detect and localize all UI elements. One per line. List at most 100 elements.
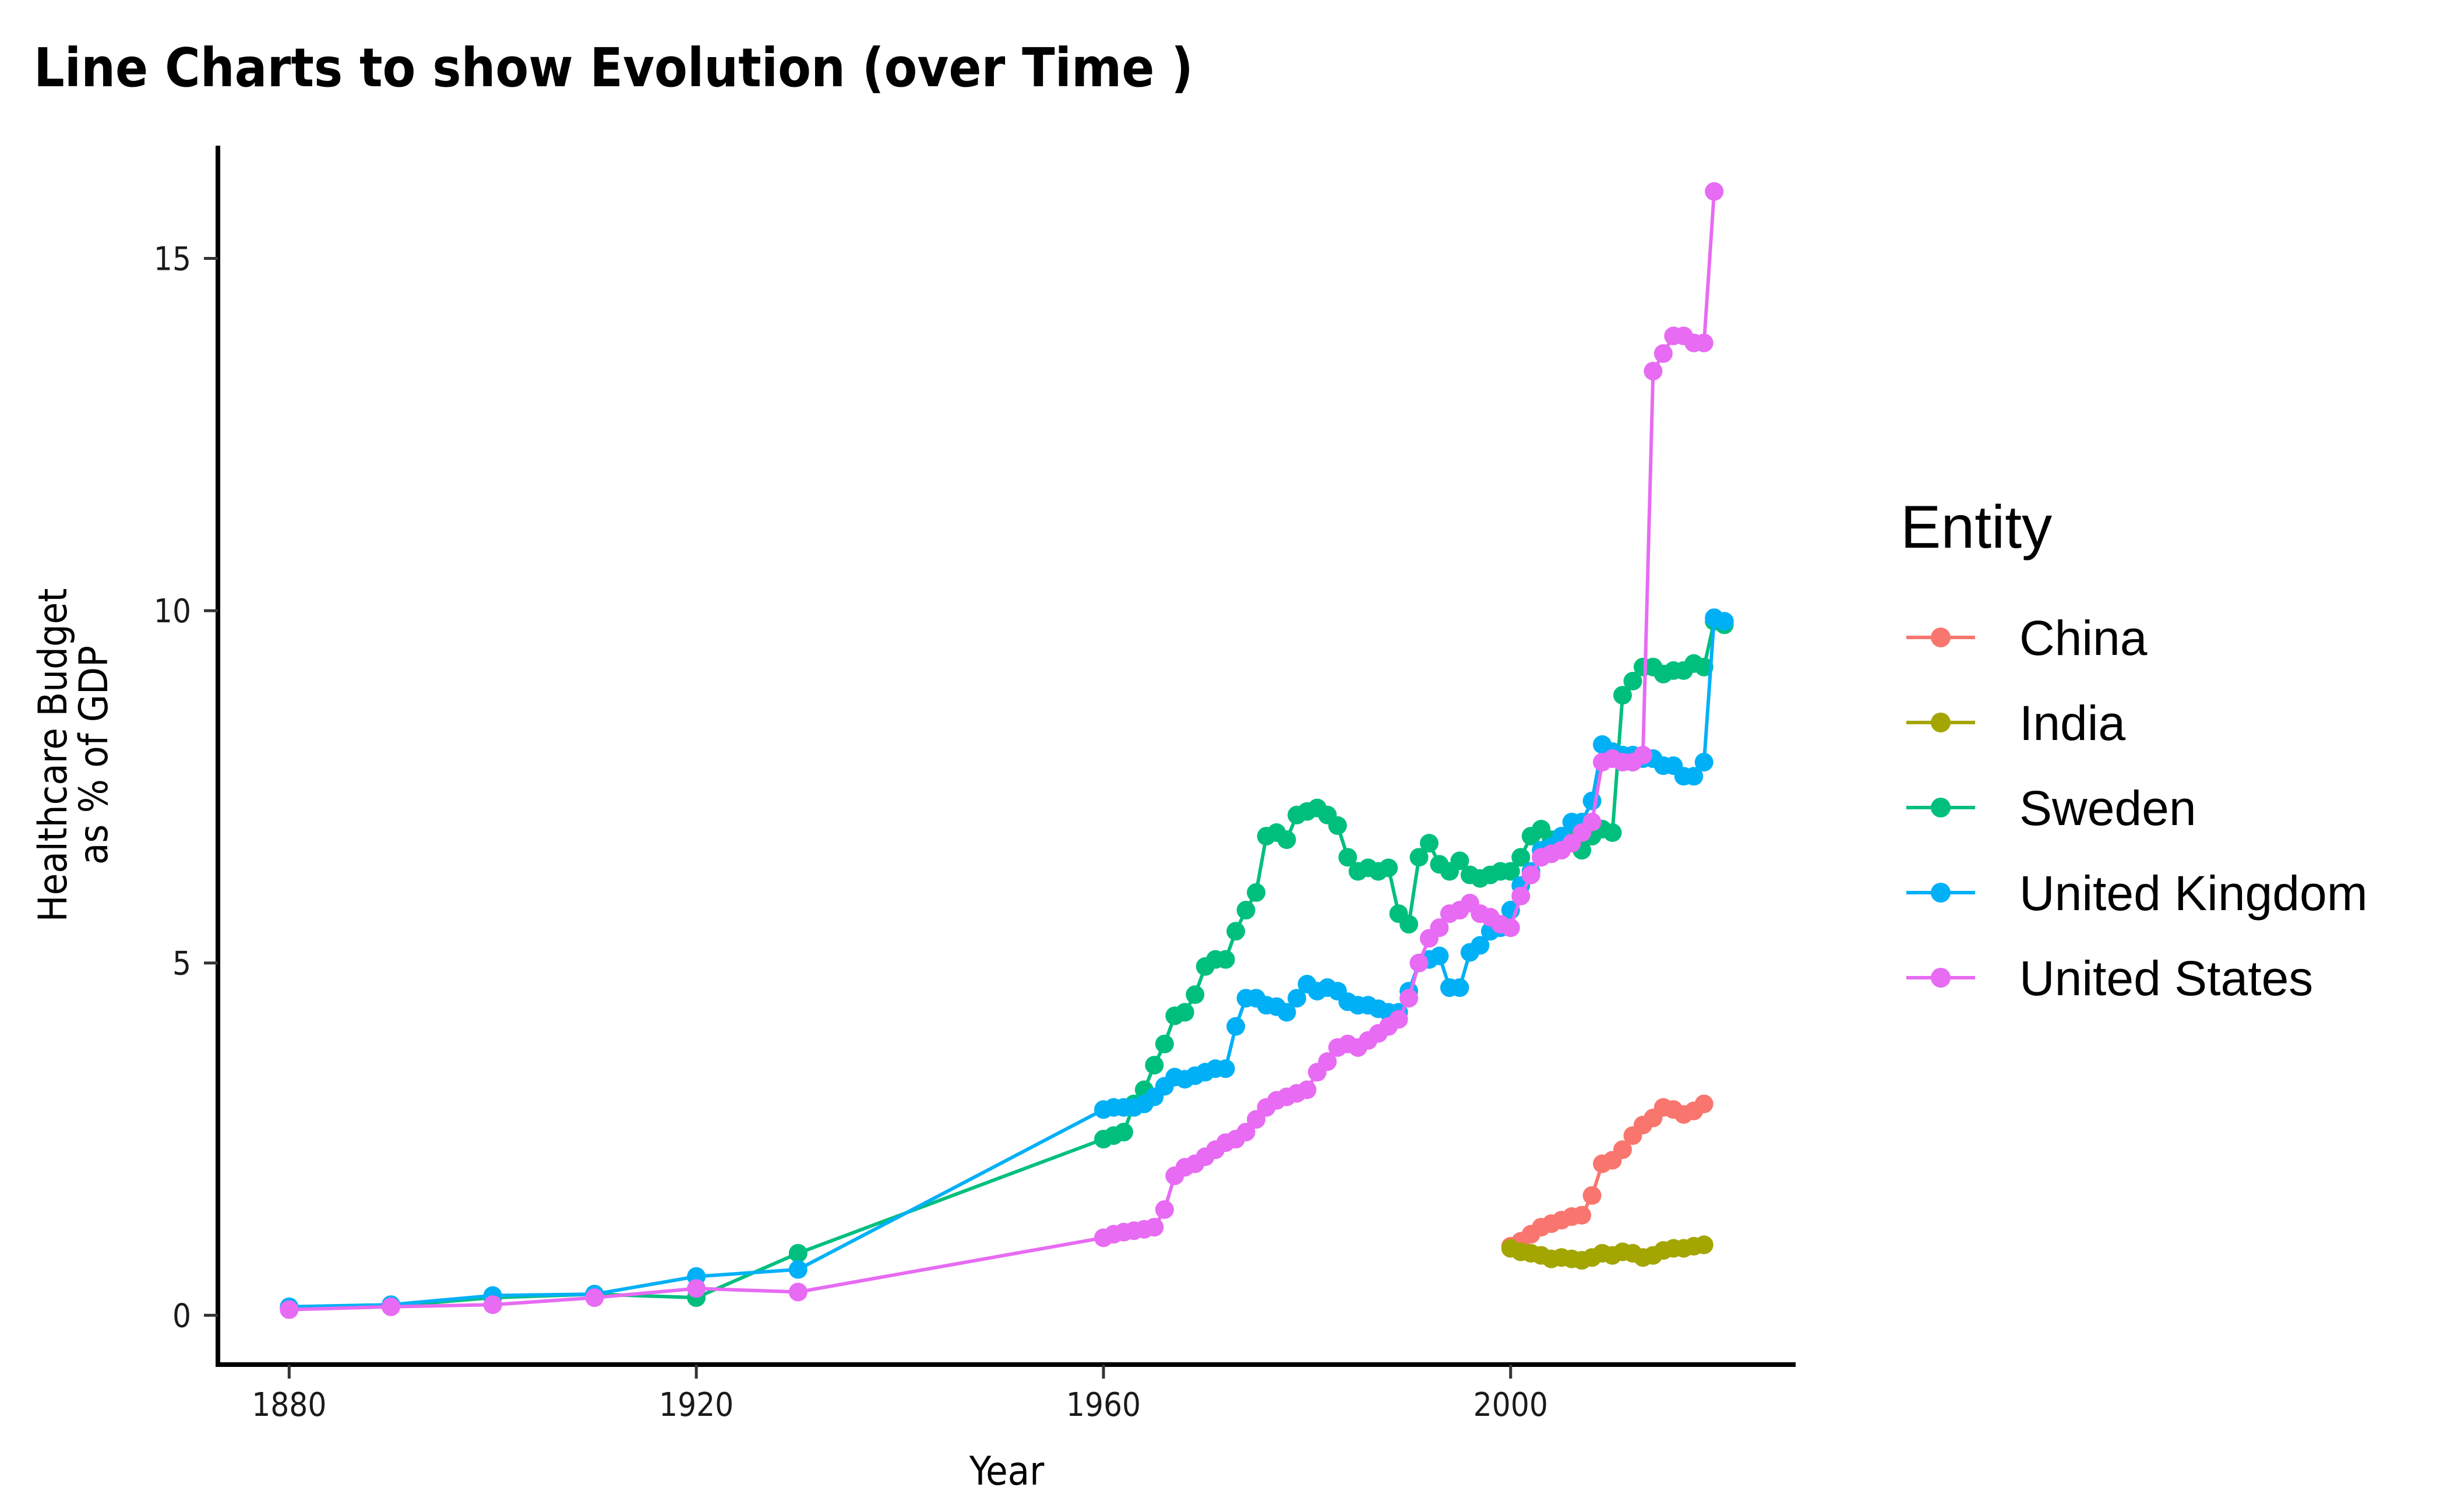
data-point-china xyxy=(1582,1186,1602,1205)
data-point-united-states xyxy=(1399,989,1419,1008)
data-point-united-states xyxy=(483,1295,502,1314)
series-china xyxy=(1501,1094,1713,1256)
data-point-sweden xyxy=(1328,816,1347,835)
x-axis-title: Year xyxy=(969,1448,1045,1495)
data-point-sweden xyxy=(1409,848,1429,867)
data-point-sweden xyxy=(1511,848,1531,867)
legend-item-sweden: Sweden xyxy=(1906,781,2196,836)
data-point-united-states xyxy=(1409,953,1429,972)
data-point-sweden xyxy=(1338,848,1358,867)
y-tick-label: 0 xyxy=(172,1297,191,1335)
data-point-united-kingdom xyxy=(1287,989,1306,1008)
y-tick-label: 5 xyxy=(172,945,191,983)
y-axis-title-line-2: as % of GDP xyxy=(71,646,117,865)
data-point-united-kingdom xyxy=(1694,753,1713,772)
data-point-united-kingdom xyxy=(1684,767,1704,786)
legend-key-point xyxy=(1931,798,1951,817)
data-point-united-states xyxy=(1430,918,1449,937)
legend-title: Entity xyxy=(1901,494,2052,561)
series-line-united-kingdom xyxy=(289,616,1725,1309)
data-point-united-states xyxy=(1644,361,1663,380)
data-point-united-kingdom xyxy=(1582,791,1602,810)
data-point-sweden xyxy=(1114,1122,1133,1141)
data-point-sweden xyxy=(1379,858,1398,877)
data-point-sweden xyxy=(1501,862,1520,881)
data-point-sweden xyxy=(1247,883,1266,902)
series-line-united-states xyxy=(289,191,1716,1312)
data-point-united-states xyxy=(1633,746,1652,764)
legend-label: China xyxy=(2019,611,2148,665)
data-point-united-kingdom xyxy=(1450,978,1469,998)
series-sweden xyxy=(280,612,1734,1318)
data-point-united-states xyxy=(1297,1080,1317,1099)
x-tick-label: 2000 xyxy=(1473,1386,1548,1424)
data-point-united-states xyxy=(1501,918,1520,937)
data-point-united-states xyxy=(1236,1122,1256,1141)
legend-item-india: India xyxy=(1906,696,2125,750)
data-point-sweden xyxy=(1450,851,1469,870)
x-tick-label: 1920 xyxy=(659,1386,734,1424)
legend-key-point xyxy=(1931,968,1951,988)
y-axis-title-line-1: Healthcare Budget xyxy=(30,588,76,922)
series-line-sweden xyxy=(289,619,1725,1310)
data-point-united-states xyxy=(1582,812,1602,831)
data-point-united-states xyxy=(382,1297,401,1316)
x-tick-label: 1880 xyxy=(252,1386,326,1424)
data-point-united-states xyxy=(1155,1200,1174,1219)
legend-label: India xyxy=(2019,696,2125,750)
legend-label: United Kingdom xyxy=(2019,866,2368,921)
data-point-sweden xyxy=(1236,901,1256,920)
data-point-united-states xyxy=(687,1279,706,1298)
data-point-united-kingdom xyxy=(1216,1059,1235,1079)
data-point-sweden xyxy=(1613,686,1632,705)
data-point-sweden xyxy=(1155,1034,1174,1053)
data-point-china xyxy=(1694,1094,1713,1113)
chart-title: Line Charts to show Evolution (over Time… xyxy=(34,37,1193,99)
data-point-united-states xyxy=(1521,865,1540,884)
data-point-sweden xyxy=(1420,834,1439,853)
data-point-united-states xyxy=(1653,344,1673,363)
data-point-sweden xyxy=(788,1243,808,1263)
legend-label: Sweden xyxy=(2019,781,2196,836)
data-point-united-states xyxy=(585,1288,604,1307)
legend-key-point xyxy=(1931,713,1951,732)
data-point-china xyxy=(1572,1206,1592,1225)
data-point-united-states xyxy=(1705,182,1724,201)
y-tick-label: 15 xyxy=(154,240,191,278)
data-point-united-kingdom xyxy=(1430,946,1449,965)
data-point-sweden xyxy=(1175,1003,1194,1022)
data-point-sweden xyxy=(1216,950,1235,969)
legend-item-china: China xyxy=(1906,611,2148,665)
data-point-sweden xyxy=(1145,1056,1164,1075)
data-point-sweden xyxy=(1186,985,1205,1005)
plot-panel: 0 5 10 15 1880 1920 1960 2000 xyxy=(154,146,1796,1424)
series-india xyxy=(1501,1235,1713,1270)
data-point-india xyxy=(1694,1235,1713,1254)
legend: Entity China India Sweden United Kingdom Uni… xyxy=(1901,494,2368,1006)
series-layer xyxy=(280,182,1734,1319)
y-axis-ticks: 0 5 10 15 xyxy=(154,240,218,1335)
data-point-sweden xyxy=(1399,915,1419,934)
data-point-united-kingdom xyxy=(788,1260,808,1279)
data-point-united-states xyxy=(1318,1052,1337,1072)
legend-key-point xyxy=(1931,883,1951,903)
series-united-kingdom xyxy=(280,608,1734,1316)
data-point-sweden xyxy=(1623,672,1642,691)
data-point-sweden xyxy=(1277,830,1296,850)
data-point-united-kingdom xyxy=(1471,936,1490,955)
data-point-sweden xyxy=(1603,823,1622,843)
y-tick-label: 10 xyxy=(154,593,191,630)
series-united-states xyxy=(280,182,1724,1319)
legend-item-united-states: United States xyxy=(1906,951,2313,1006)
data-point-united-states xyxy=(1694,333,1713,353)
data-point-united-states xyxy=(1145,1218,1164,1237)
legend-key-point xyxy=(1931,628,1951,647)
data-point-united-kingdom xyxy=(1277,1003,1296,1022)
data-point-united-states xyxy=(280,1300,299,1319)
y-axis-title: Healthcare Budget as % of GDP xyxy=(30,588,117,922)
legend-item-united-kingdom: United Kingdom xyxy=(1906,866,2368,921)
data-point-united-kingdom xyxy=(1715,612,1734,631)
legend-items: China India Sweden United Kingdom United Sta… xyxy=(1906,611,2368,1006)
data-point-china xyxy=(1613,1140,1632,1159)
